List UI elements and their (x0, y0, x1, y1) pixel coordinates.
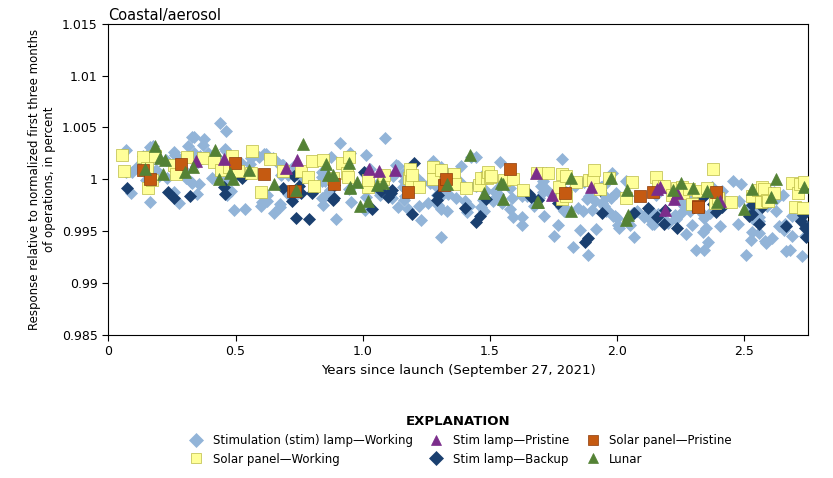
Text: Coastal/aerosol: Coastal/aerosol (108, 8, 222, 23)
Y-axis label: Response relative to normalized first three months
of operations, in percent: Response relative to normalized first th… (28, 29, 57, 330)
X-axis label: Years since launch (September 27, 2021): Years since launch (September 27, 2021) (321, 364, 596, 377)
Legend: Stimulation (stim) lamp—Working, Solar panel—Working, Stim lamp—Pristine, Stim l: Stimulation (stim) lamp—Working, Solar p… (178, 409, 738, 471)
